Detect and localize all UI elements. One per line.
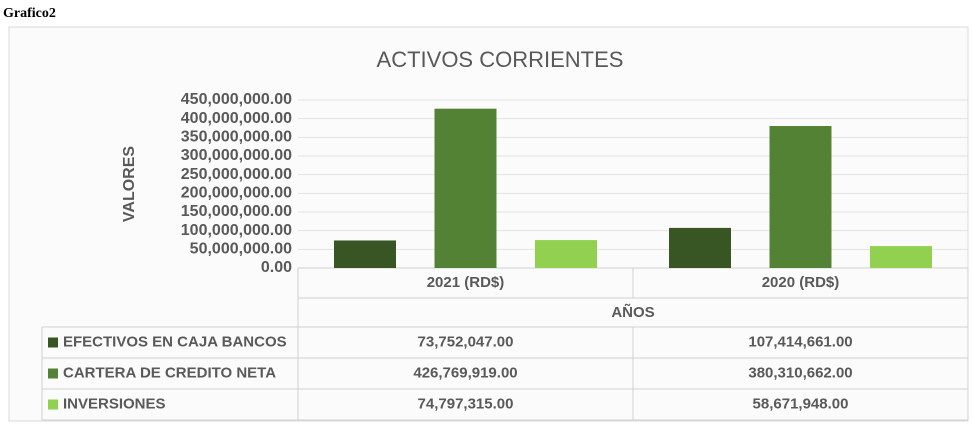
x-tick-label: 2020 (RD$)	[762, 274, 840, 291]
table-value: 73,752,047.00	[418, 333, 514, 350]
table-value: 426,769,919.00	[413, 364, 517, 381]
y-tick-label: 300,000,000.00	[181, 147, 292, 164]
legend-label: EFECTIVOS EN CAJA BANCOS	[63, 333, 287, 350]
y-tick-label: 400,000,000.00	[181, 110, 292, 127]
legend-swatch	[48, 368, 58, 379]
page-title: Grafico2	[3, 6, 56, 21]
bar	[769, 126, 832, 268]
bar	[434, 108, 497, 268]
legend-swatch	[48, 399, 58, 410]
table-value: 74,797,315.00	[418, 395, 514, 412]
y-axis-label: VALORES	[121, 146, 138, 222]
table-value: 107,414,661.00	[748, 333, 852, 350]
y-tick-label: 100,000,000.00	[181, 222, 292, 239]
chart-title: ACTIVOS CORRIENTES	[377, 47, 624, 72]
legend-label: INVERSIONES	[63, 395, 166, 412]
bar	[669, 227, 731, 268]
table-value: 380,310,662.00	[748, 364, 852, 381]
y-tick-label: 450,000,000.00	[181, 91, 292, 108]
y-tick-label: 0.00	[261, 259, 292, 276]
legend-swatch	[48, 337, 58, 348]
y-tick-label: 200,000,000.00	[181, 185, 292, 202]
y-tick-label: 350,000,000.00	[181, 129, 292, 146]
y-tick-label: 50,000,000.00	[190, 241, 292, 258]
table-value: 58,671,948.00	[753, 395, 849, 412]
x-axis-label: AÑOS	[611, 303, 654, 321]
x-tick-label: 2021 (RD$)	[427, 274, 505, 291]
y-tick-label: 150,000,000.00	[181, 203, 292, 220]
bar	[535, 240, 597, 268]
bar	[870, 246, 932, 268]
y-tick-label: 250,000,000.00	[181, 166, 292, 183]
legend-label: CARTERA DE CREDITO NETA	[63, 364, 276, 381]
bar	[334, 240, 396, 268]
